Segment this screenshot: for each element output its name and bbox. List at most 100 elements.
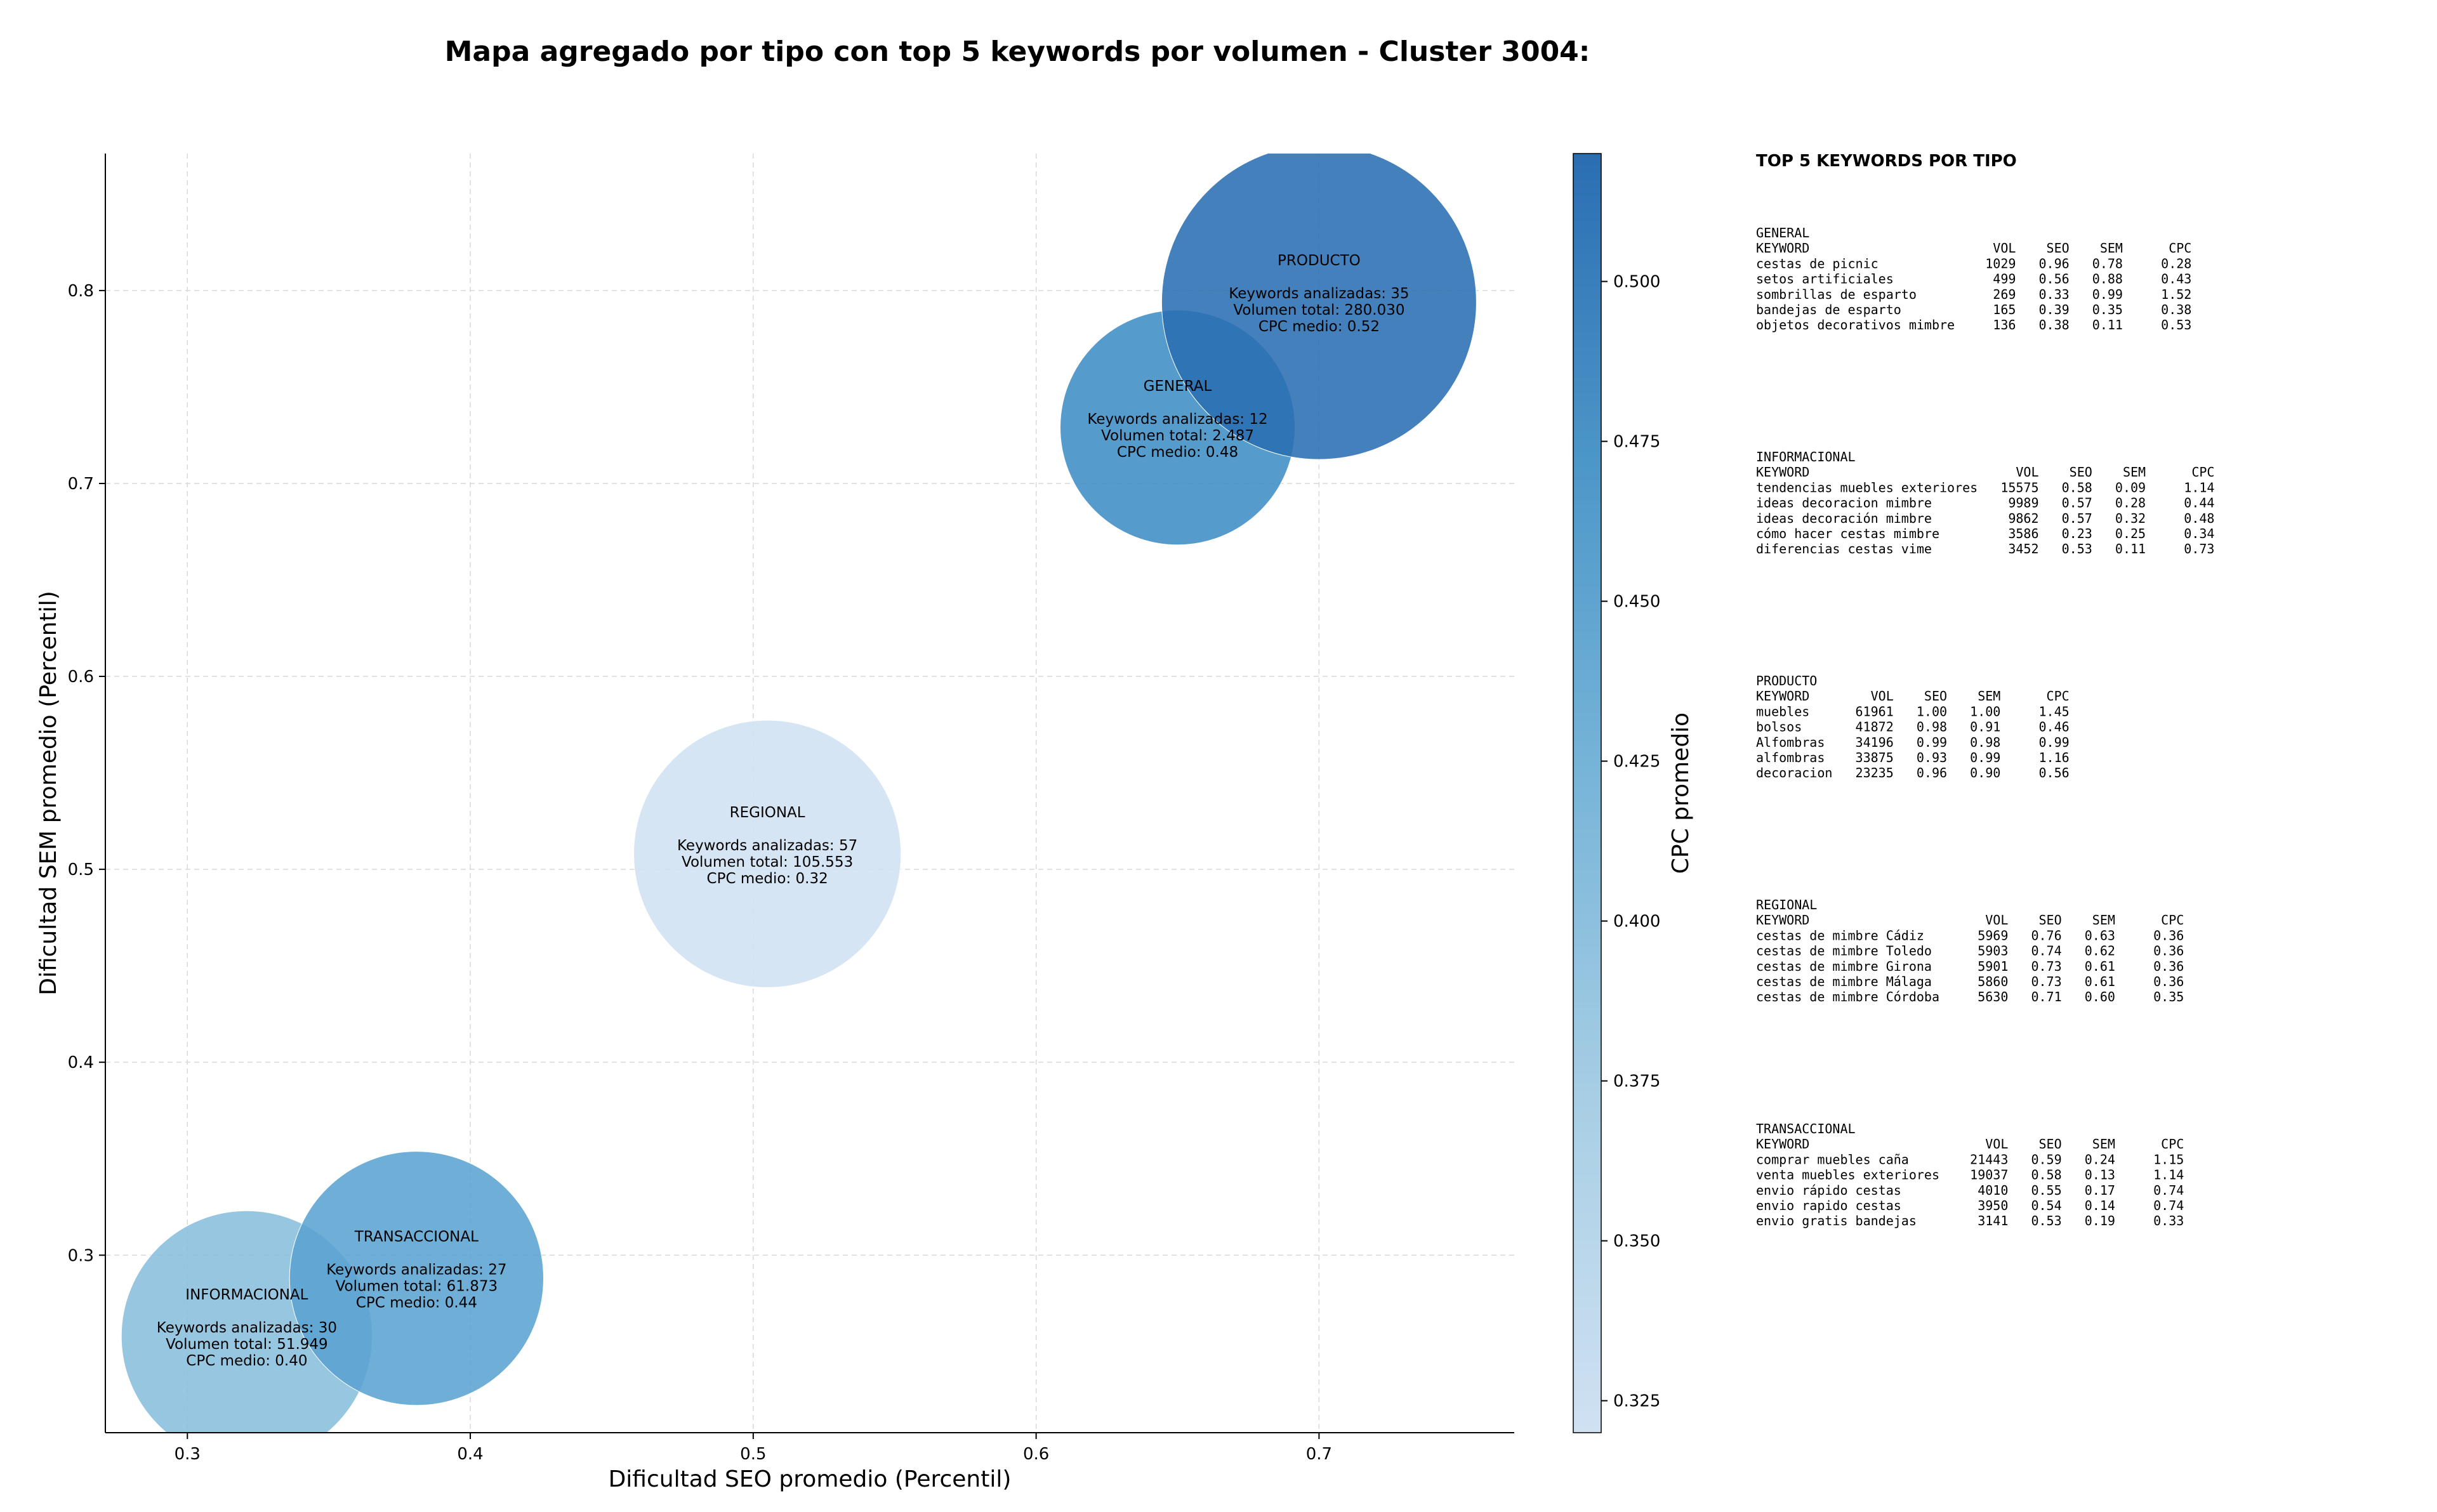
y-tick-label: 0.3 bbox=[68, 1246, 94, 1265]
keyword-row: envio rapido cestas 3950 0.54 0.14 0.74 bbox=[1756, 1198, 2184, 1213]
bubbles bbox=[121, 154, 1477, 1433]
y-tick-label: 0.8 bbox=[68, 282, 94, 301]
colorbar-label: CPC promedio bbox=[1668, 713, 1694, 874]
keyword-row: bandejas de esparto 165 0.39 0.35 0.38 bbox=[1756, 302, 2191, 317]
keyword-block-title: TRANSACCIONAL bbox=[1756, 1121, 1856, 1136]
chart-title: Mapa agregado por tipo con top 5 keyword… bbox=[445, 36, 1590, 68]
y-axis-label: Dificultad SEM promedio (Percentil) bbox=[36, 591, 62, 996]
keyword-row: ideas decoración mimbre 9862 0.57 0.32 0… bbox=[1756, 511, 2214, 526]
keyword-row: envio rápido cestas 4010 0.55 0.17 0.74 bbox=[1756, 1183, 2184, 1198]
colorbar: 0.325 0.350 0.375 0.400 0.425 0.450 0.475 0.500… bbox=[1573, 153, 1694, 1433]
bubble-label-line: TRANSACCIONAL bbox=[354, 1229, 479, 1246]
keyword-block-header: KEYWORD VOL SEO SEM CPC bbox=[1756, 464, 2214, 480]
bubble-label-line: CPC medio: 0.44 bbox=[356, 1295, 477, 1311]
keyword-block-title: GENERAL bbox=[1756, 225, 1809, 240]
keyword-row: cestas de picnic 1029 0.96 0.78 0.28 bbox=[1756, 256, 2191, 271]
keyword-row: decoracion 23235 0.96 0.90 0.56 bbox=[1756, 765, 2070, 780]
x-tick-label: 0.4 bbox=[457, 1445, 483, 1464]
keyword-row: sombrillas de esparto 269 0.33 0.99 1.52 bbox=[1756, 287, 2191, 302]
colorbar-tick-label: 0.375 bbox=[1613, 1072, 1660, 1091]
bubble-label-line: Keywords analizadas: 12 bbox=[1087, 411, 1267, 428]
bubble-label-line: REGIONAL bbox=[730, 805, 805, 821]
keyword-row: setos artificiales 499 0.56 0.88 0.43 bbox=[1756, 272, 2191, 287]
bubble-label-line: Volumen total: 51.949 bbox=[166, 1336, 328, 1353]
bubble-label-line: Keywords analizadas: 27 bbox=[326, 1262, 506, 1279]
keyword-block-title: REGIONAL bbox=[1756, 897, 1817, 912]
bubble-label-line: Volumen total: 61.873 bbox=[336, 1279, 498, 1295]
colorbar-ticks: 0.325 0.350 0.375 0.400 0.425 0.450 0.475 0.500 bbox=[1601, 273, 1660, 1411]
bubble-regional bbox=[633, 720, 902, 988]
keyword-block-title: INFORMACIONAL bbox=[1756, 449, 1856, 464]
keyword-row: venta muebles exteriores 19037 0.58 0.13… bbox=[1756, 1167, 2184, 1183]
axes bbox=[105, 154, 1514, 1433]
y-tick-label: 0.5 bbox=[68, 860, 94, 879]
bubble-label-line: Volumen total: 2.487 bbox=[1101, 428, 1254, 444]
y-tick-label: 0.6 bbox=[68, 667, 94, 687]
keyword-row: Alfombras 34196 0.99 0.98 0.99 bbox=[1756, 735, 2070, 750]
y-tick-label: 0.7 bbox=[68, 475, 94, 494]
colorbar-tick-label: 0.475 bbox=[1613, 433, 1660, 452]
keyword-row: cestas de mimbre Córdoba 5630 0.71 0.60 … bbox=[1756, 989, 2184, 1004]
keyword-row: muebles 61961 1.00 1.00 1.45 bbox=[1756, 704, 2070, 719]
keyword-block-header: KEYWORD VOL SEO SEM CPC bbox=[1756, 240, 2191, 256]
keyword-row: cestas de mimbre Málaga 5860 0.73 0.61 0… bbox=[1756, 974, 2184, 989]
bubble-label-line: Volumen total: 105.553 bbox=[682, 854, 853, 871]
keyword-row: ideas decoracion mimbre 9989 0.57 0.28 0… bbox=[1756, 496, 2214, 511]
colorbar-tick-label: 0.350 bbox=[1613, 1232, 1660, 1251]
side-panel-title: TOP 5 KEYWORDS POR TIPO bbox=[1756, 152, 2017, 171]
colorbar-tick-label: 0.450 bbox=[1613, 593, 1660, 612]
keyword-row: bolsos 41872 0.98 0.91 0.46 bbox=[1756, 720, 2070, 735]
bubble-label-line: CPC medio: 0.52 bbox=[1258, 319, 1380, 335]
keyword-row: comprar muebles caña 21443 0.59 0.24 1.1… bbox=[1756, 1152, 2184, 1167]
keyword-row: tendencias muebles exteriores 15575 0.58… bbox=[1756, 480, 2214, 495]
colorbar-tick-label: 0.400 bbox=[1613, 912, 1660, 931]
bubble-label-line: Volumen total: 280.030 bbox=[1233, 302, 1404, 319]
colorbar-tick-label: 0.325 bbox=[1613, 1392, 1660, 1411]
x-axis-label: Dificultad SEO promedio (Percentil) bbox=[609, 1466, 1012, 1492]
keyword-row: cestas de mimbre Toledo 5903 0.74 0.62 0… bbox=[1756, 943, 2184, 959]
bubble-producto bbox=[1161, 154, 1477, 460]
keyword-block-header: KEYWORD VOL SEO SEM CPC bbox=[1756, 688, 2070, 704]
keyword-row: cestas de mimbre Cádiz 5969 0.76 0.63 0.… bbox=[1756, 928, 2184, 943]
bubble-transaccional bbox=[289, 1151, 545, 1406]
keyword-row: diferencias cestas vime 3452 0.53 0.11 0… bbox=[1756, 541, 2214, 556]
x-tick-label: 0.3 bbox=[175, 1445, 201, 1464]
x-tick-label: 0.5 bbox=[740, 1445, 766, 1464]
bubble-label-line: CPC medio: 0.32 bbox=[707, 871, 828, 887]
bubble-label-informacional: INFORMACIONAL Keywords analizadas: 30Volu… bbox=[157, 1287, 337, 1369]
ticks: 0.3 0.4 0.5 0.6 0.7 0.3 0.4 0.5 0.6 0.7 0.8 bbox=[68, 282, 1332, 1464]
x-tick-label: 0.6 bbox=[1023, 1445, 1049, 1464]
x-tick-label: 0.7 bbox=[1306, 1445, 1332, 1464]
keyword-row: objetos decorativos mimbre 136 0.38 0.11… bbox=[1756, 317, 2191, 332]
keyword-block-header: KEYWORD VOL SEO SEM CPC bbox=[1756, 912, 2184, 928]
bubble-label-line: CPC medio: 0.48 bbox=[1117, 444, 1238, 461]
bubble-label-line: PRODUCTO bbox=[1278, 253, 1361, 269]
keyword-row: cómo hacer cestas mimbre 3586 0.23 0.25 … bbox=[1756, 526, 2214, 541]
bubble-label-line: Keywords analizadas: 35 bbox=[1229, 286, 1409, 302]
bubble-label-line: Keywords analizadas: 30 bbox=[157, 1320, 337, 1336]
keyword-row: alfombras 33875 0.93 0.99 1.16 bbox=[1756, 750, 2070, 765]
colorbar-tick-label: 0.425 bbox=[1613, 753, 1660, 772]
bubble-label-line: INFORMACIONAL bbox=[185, 1287, 308, 1303]
colorbar-gradient bbox=[1573, 153, 1602, 1433]
keyword-block-header: KEYWORD VOL SEO SEM CPC bbox=[1756, 1136, 2184, 1152]
bubble-label-line: CPC medio: 0.40 bbox=[186, 1353, 307, 1369]
y-tick-label: 0.4 bbox=[68, 1053, 94, 1072]
keyword-row: envio gratis bandejas 3141 0.53 0.19 0.3… bbox=[1756, 1213, 2184, 1228]
keyword-row: cestas de mimbre Girona 5901 0.73 0.61 0… bbox=[1756, 959, 2184, 974]
keyword-block-title: PRODUCTO bbox=[1756, 673, 1817, 688]
bubble-label-line: Keywords analizadas: 57 bbox=[677, 838, 857, 854]
bubble-label-transaccional: TRANSACCIONAL Keywords analizadas: 27Volu… bbox=[326, 1229, 506, 1311]
bubble-label-line: GENERAL bbox=[1144, 378, 1212, 395]
